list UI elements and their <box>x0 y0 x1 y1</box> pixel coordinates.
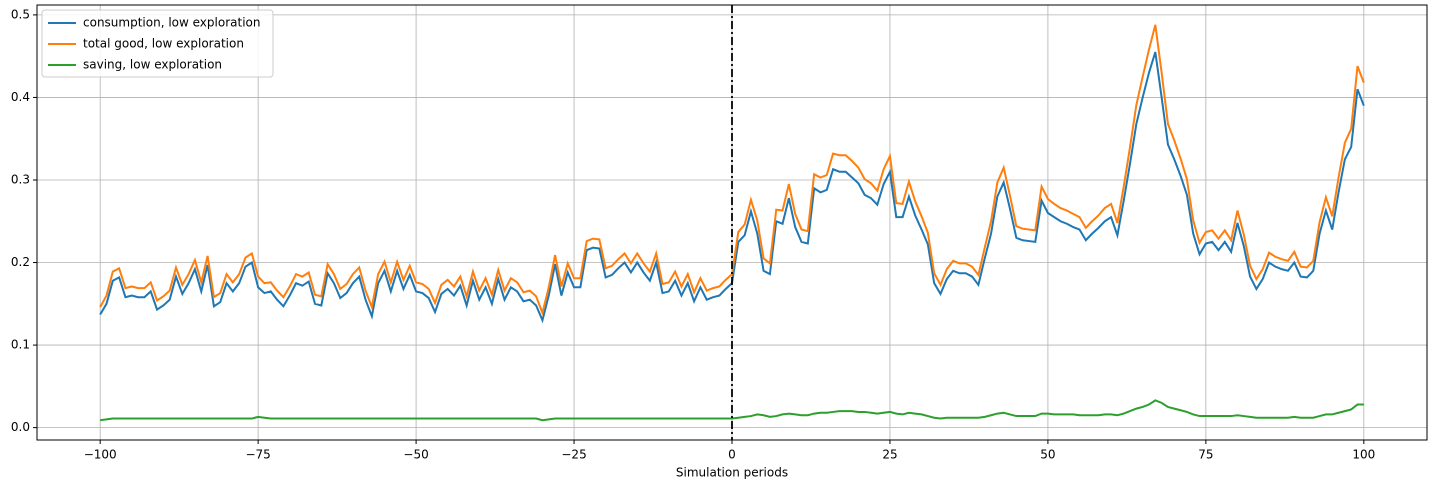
x-tick-label: −25 <box>561 448 586 462</box>
y-tick-label: 0.5 <box>11 7 30 21</box>
y-tick-label: 0.2 <box>11 255 30 269</box>
x-tick-label: 100 <box>1352 448 1375 462</box>
x-tick-label: −50 <box>403 448 428 462</box>
x-tick-label: 50 <box>1040 448 1055 462</box>
x-tick-label: 75 <box>1198 448 1213 462</box>
x-tick-label: −100 <box>84 448 117 462</box>
x-tick-label: −75 <box>245 448 270 462</box>
y-tick-label: 0.1 <box>11 338 30 352</box>
legend-label: total good, low exploration <box>83 37 244 51</box>
legend-box <box>41 9 274 78</box>
legend-label: consumption, low exploration <box>83 16 260 30</box>
plot-frame <box>36 4 1428 441</box>
x-axis-label: Simulation periods <box>676 466 788 480</box>
x-tick-label: 25 <box>882 448 897 462</box>
y-tick-label: 0.3 <box>11 172 30 186</box>
x-tick-label: 0 <box>728 448 736 462</box>
y-tick-label: 0.4 <box>11 90 30 104</box>
legend-label: saving, low exploration <box>83 58 222 72</box>
line-series <box>99 24 1365 317</box>
line-series <box>100 399 1364 422</box>
y-tick-label: 0.0 <box>11 420 30 434</box>
